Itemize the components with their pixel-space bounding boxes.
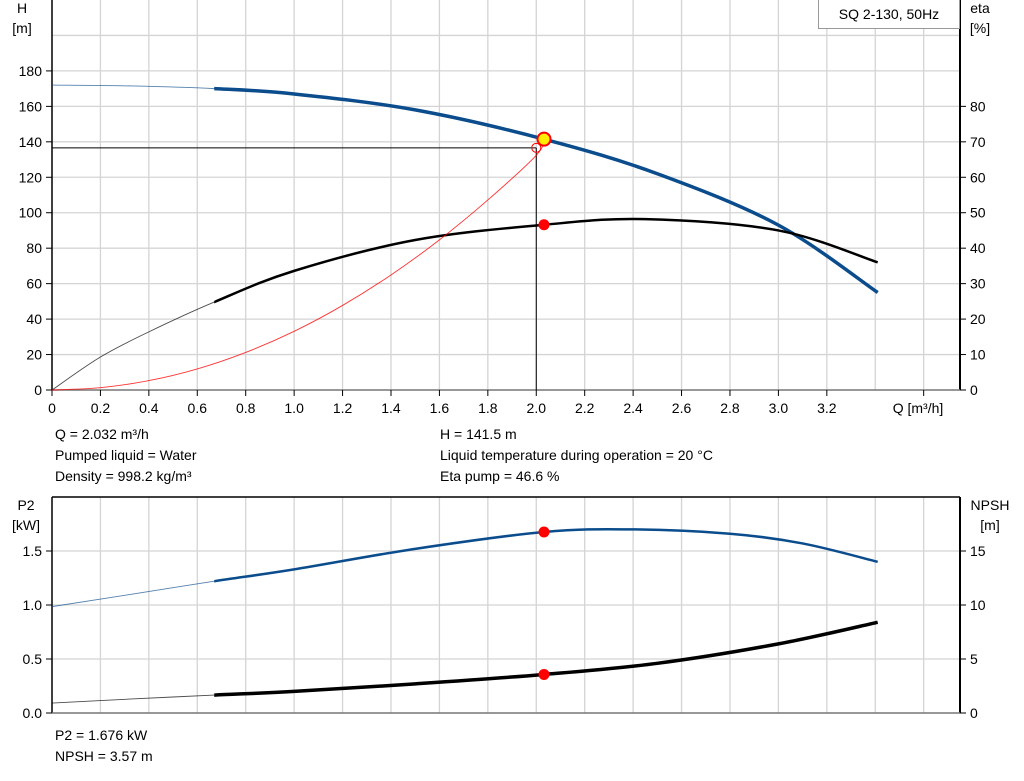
top-y2-tick-label: 60	[970, 169, 986, 185]
top-y-tick-label: 60	[26, 276, 42, 292]
eta-operating-point-marker	[538, 219, 550, 231]
bot-y-tick-label: 0.0	[23, 705, 43, 721]
eta-readout: Eta pump = 46.6 %	[440, 468, 560, 484]
top-chart-grid: 0 20 40 60 80 100 120 140 160 180 0 10 20 30 40 50 60 70 8…	[19, 0, 986, 416]
temperature-readout: Liquid temperature during operation = 20…	[440, 447, 713, 463]
h-axis-unit: [m]	[12, 20, 31, 36]
p2-axis-title: P2	[17, 497, 34, 513]
chart-marks	[51, 84, 879, 704]
bot-y-tick-label: 0.5	[23, 651, 43, 667]
h-curve	[214, 86, 879, 294]
pump-model-label: SQ 2-130, 50Hz	[818, 0, 960, 29]
top-y-tick-label: 140	[19, 134, 43, 150]
density-readout: Density = 998.2 kg/m³	[55, 468, 192, 484]
top-y-tick-label: 20	[26, 347, 42, 363]
bot-y2-tick-label: 10	[970, 597, 986, 613]
top-y2-tick-label: 80	[970, 98, 986, 114]
info-bottom: P2 = 1.676 kW NPSH = 3.57 m	[55, 725, 153, 767]
top-y2-tick-label: 70	[970, 134, 986, 150]
head-readout: H = 141.5 m	[440, 426, 517, 442]
top-y-tick-label: 160	[19, 98, 43, 114]
eta-axis-title: eta	[970, 0, 990, 16]
x-tick-label: 1.6	[430, 400, 450, 416]
x-tick-label: 0.4	[139, 400, 159, 416]
bottom-chart-grid: 0.0 0.5 1.0 1.5 0 5 10 15	[23, 496, 986, 721]
x-tick-label: 2.6	[672, 400, 692, 416]
bot-y2-tick-label: 5	[970, 651, 978, 667]
top-y-tick-label: 80	[26, 240, 42, 256]
x-tick-label: 1.4	[381, 400, 401, 416]
p2-curve	[214, 527, 878, 583]
bot-y2-tick-label: 0	[970, 705, 978, 721]
x-tick-label: 0.2	[91, 400, 111, 416]
x-tick-label: 2.4	[623, 400, 643, 416]
pumped-liquid-readout: Pumped liquid = Water	[55, 447, 197, 463]
top-y2-tick-label: 0	[970, 382, 978, 398]
x-tick-label: 2.8	[720, 400, 740, 416]
x-tick-label: 3.2	[817, 400, 837, 416]
top-y-tick-label: 180	[19, 63, 43, 79]
bot-y2-tick-label: 15	[970, 543, 986, 559]
npsh-axis-unit: [m]	[980, 517, 999, 533]
top-y2-tick-label: 40	[970, 240, 986, 256]
eta-curve-thin-part	[51, 218, 878, 391]
npsh-curve-thin-part	[51, 621, 878, 704]
bot-y-tick-label: 1.5	[23, 543, 43, 559]
x-axis-label: Q [m³/h]	[893, 400, 944, 416]
top-y-tick-label: 40	[26, 311, 42, 327]
top-y2-tick-label: 20	[970, 311, 986, 327]
eta-axis-unit: [%]	[970, 20, 990, 36]
flow-readout: Q = 2.032 m³/h	[55, 426, 149, 442]
x-tick-label: 3.0	[769, 400, 789, 416]
npsh-readout: NPSH = 3.57 m	[55, 748, 153, 764]
info-left: Q = 2.032 m³/h Pumped liquid = Water Den…	[55, 424, 197, 487]
eta-curve	[214, 217, 879, 304]
system-curve	[51, 138, 545, 391]
x-tick-label: 1.2	[333, 400, 353, 416]
info-right: H = 141.5 m Liquid temperature during op…	[440, 424, 713, 487]
top-y-tick-label: 0	[34, 382, 42, 398]
top-y-tick-label: 120	[19, 169, 43, 185]
top-y2-tick-label: 50	[970, 205, 986, 221]
p2-readout: P2 = 1.676 kW	[55, 727, 148, 743]
x-tick-label: 0	[48, 400, 56, 416]
reference-point-marker	[531, 142, 542, 153]
top-y2-tick-label: 10	[970, 347, 986, 363]
npsh-curve	[214, 620, 879, 697]
operating-point-marker	[536, 131, 552, 147]
x-tick-label: 0.8	[236, 400, 256, 416]
bot-y-tick-label: 1.0	[23, 597, 43, 613]
p2-operating-point-marker	[538, 526, 550, 538]
x-tick-label: 2.0	[527, 400, 547, 416]
npsh-operating-point-marker	[538, 668, 550, 680]
x-tick-label: 1.0	[284, 400, 304, 416]
x-tick-label: 2.2	[575, 400, 595, 416]
top-y-tick-label: 100	[19, 205, 43, 221]
top-y2-tick-label: 30	[970, 276, 986, 292]
npsh-axis-title: NPSH	[971, 497, 1010, 513]
x-tick-label: 1.8	[478, 400, 498, 416]
h-curve-thin-part	[51, 84, 878, 293]
p2-axis-unit: [kW]	[12, 517, 40, 533]
h-axis-title: H	[17, 0, 27, 16]
x-tick-label: 0.6	[188, 400, 208, 416]
